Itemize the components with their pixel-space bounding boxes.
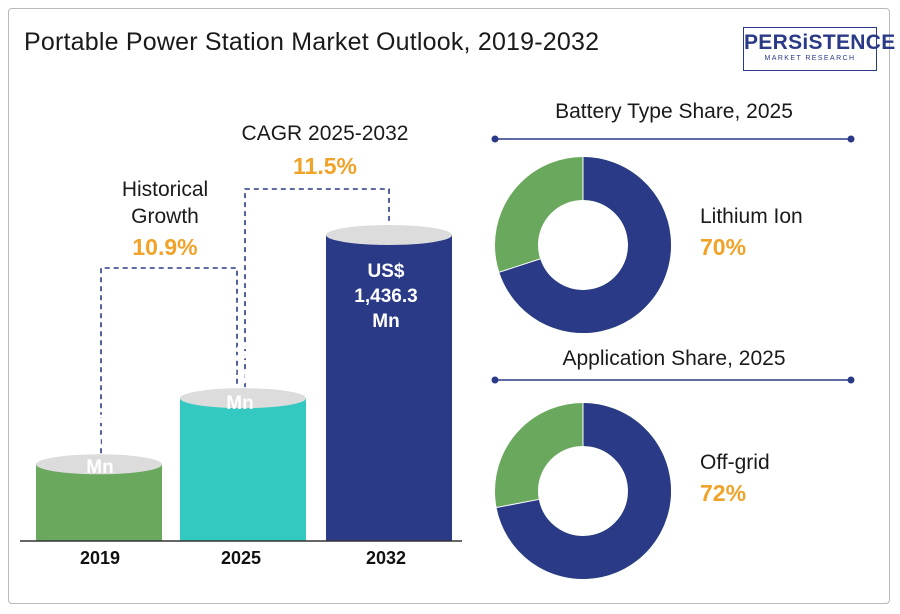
bar-label-2032: US$ 1,436.3 Mn: [326, 259, 446, 334]
historical-label-line2: Growth: [131, 205, 199, 228]
bar-label-2025-value: 670.4: [216, 368, 264, 389]
battery-share-rule-dot-right: [847, 135, 855, 143]
bar-label-2019-value: 360.1: [76, 432, 124, 453]
brand-logo: PERSiSTENCE MARKET RESEARCH: [743, 27, 896, 71]
logo-tagline: MARKET RESEARCH: [764, 55, 856, 62]
bar-label-2025-unit: Mn: [226, 393, 254, 414]
battery-share-title: Battery Type Share, 2025: [555, 100, 793, 123]
historical-growth-label: Historical Growth: [100, 176, 230, 230]
application-highlight-label: Off-grid: [700, 451, 770, 474]
bar-label-2019-currency: US$: [81, 407, 119, 428]
logo-wordmark: PERSiSTENCE: [744, 31, 896, 54]
application-highlight-value: 72%: [700, 480, 747, 506]
bar-top-2025: [180, 388, 306, 409]
x-tick-2032: 2032: [365, 548, 407, 568]
battery-highlight-label: Lithium Ion: [700, 205, 803, 228]
bar-label-2019-unit: Mn: [86, 457, 114, 478]
cagr-label: CAGR 2025-2032: [241, 122, 409, 145]
bar-label-2019: US$ 360.1 Mn: [40, 405, 160, 480]
battery-highlight-value: 70%: [700, 234, 747, 260]
application-donut-separator-end: [496, 498, 539, 508]
battery-share-rule-dot-left: [491, 135, 499, 143]
battery-donut-slice-primary: [499, 157, 671, 333]
bar-label-2025-currency: US$: [221, 343, 259, 364]
bar-label-2032-value: 1,436.3: [354, 286, 418, 307]
outer-frame: [8, 8, 890, 604]
historical-label-line1: Historical: [121, 178, 209, 201]
bar-top-2032: [326, 225, 452, 245]
historical-growth-connector: [100, 267, 238, 454]
bar-label-2032-unit: Mn: [372, 311, 400, 332]
application-donut-slice-primary: [496, 403, 671, 579]
x-tick-2025: 2025: [220, 548, 262, 568]
battery-donut-separator-end: [499, 258, 541, 273]
application-share-rule-dot-right: [847, 376, 855, 384]
historical-growth-value: 10.9%: [132, 234, 198, 260]
page-title: Portable Power Station Market Outlook, 2…: [24, 28, 600, 56]
application-share-title: Application Share, 2025: [562, 347, 786, 370]
cagr-connector: [244, 188, 390, 388]
bar-2019: [36, 464, 162, 541]
bar-label-2032-currency: US$: [367, 261, 405, 282]
bar-2025: [180, 398, 306, 541]
application-share-rule-dot-left: [491, 376, 499, 384]
bar-2032: [326, 235, 452, 541]
bar-top-2019: [36, 454, 162, 475]
x-tick-2019: 2019: [79, 548, 121, 568]
bar-label-2025: US$ 670.4 Mn: [180, 341, 300, 416]
cagr-value: 11.5%: [293, 153, 357, 179]
